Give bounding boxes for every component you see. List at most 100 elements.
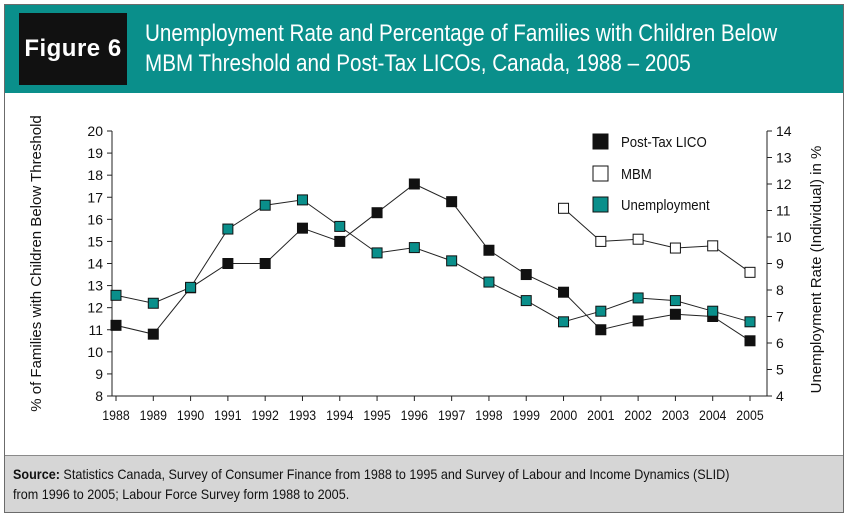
right-tick-label: 13 [776,150,792,166]
source-text: Source: Statistics Canada, Survey of Con… [13,464,729,504]
unemployment-marker [707,305,719,317]
chart-legend: Post-Tax LICO MBM Unemployment [592,133,710,213]
unemployment-marker [296,194,308,206]
post-tax-lico-marker [334,235,346,247]
left-tick-label: 19 [87,145,103,161]
legend-label-unemployment: Unemployment [621,196,710,213]
legend-marker-mbm [592,165,609,182]
x-tick-label: 2002 [624,407,651,423]
mbm-marker [595,235,607,247]
post-tax-lico-marker [371,207,383,219]
unemployment-marker [371,247,383,259]
right-tick-label: 9 [776,256,784,272]
post-tax-lico-marker [558,286,570,298]
x-tick-label: 1988 [102,407,129,423]
post-tax-lico-marker [259,258,271,269]
legend-label-mbm: MBM [621,165,652,182]
x-tick-label: 2005 [736,407,763,423]
unemployment-marker [259,199,271,211]
chart-title: Unemployment Rate and Percentage of Fami… [145,19,778,79]
post-tax-lico-marker [744,335,756,347]
chart-lines [115,183,751,342]
source-citation-2: from 1996 to 2005; Labour Force Survey f… [13,486,350,502]
figure-label: Figure 6 [19,13,127,85]
chart-title-line-1: Unemployment Rate and Percentage of Fami… [145,20,778,47]
x-tick-label: 2003 [662,407,689,423]
unemployment-marker [147,297,159,309]
left-tick-label: 12 [87,300,103,316]
x-tick-label: 1994 [326,407,353,423]
post-tax-lico-marker [669,308,681,320]
x-tick-label: 2001 [587,407,614,423]
x-tick-label: 1999 [513,407,540,423]
left-tick-label: 16 [87,211,103,227]
mbm-marker [558,202,570,214]
x-tick-label: 2000 [550,407,577,423]
chart-area: 8 9 10 11 12 13 14 15 16 17 18 19 20 4 5 6 7 8 9 10 11 12 13 14… [28,115,825,423]
unemployment-marker [110,289,122,301]
source-line-1: Source: Statistics Canada, Survey of Con… [13,464,729,484]
unemployment-marker [558,316,570,328]
unemployment-marker [632,292,644,304]
legend-label-post-tax-lico: Post-Tax LICO [621,133,707,150]
left-tick-label: 10 [87,344,103,360]
left-tick-label: 8 [95,388,103,404]
unemployment-marker [446,255,458,267]
figure-frame: Figure 6 Unemployment Rate and Percentag… [4,4,844,513]
unemployment-marker [520,295,532,307]
x-tick-label: 2004 [699,407,726,423]
post-tax-lico-marker [408,178,420,190]
x-tick-label: 1990 [177,407,204,423]
chart-markers [110,178,756,347]
mbm-marker [744,266,756,278]
post-tax-lico-marker [222,258,234,269]
chart-axes: 8 9 10 11 12 13 14 15 16 17 18 19 20 4 5 6 7 8 9 10 11 12 13 14… [28,115,825,423]
post-tax-lico-line [115,183,751,342]
x-tick-label: 1991 [214,407,241,423]
figure-header: Figure 6 Unemployment Rate and Percentag… [5,5,843,93]
unemployment-marker [744,316,756,328]
right-tick-label: 7 [776,309,784,325]
mbm-marker [669,242,681,254]
x-tick-label: 1992 [251,407,278,423]
right-tick-label: 5 [776,362,784,378]
right-tick-label: 6 [776,335,784,351]
unemployment-marker [185,281,197,293]
right-tick-label: 14 [776,123,792,139]
left-tick-label: 11 [88,322,103,338]
unemployment-marker [669,295,681,307]
post-tax-lico-marker [110,319,122,331]
post-tax-lico-marker [595,324,607,336]
x-tick-label: 1996 [401,407,428,423]
right-tick-label: 4 [776,388,784,404]
post-tax-lico-marker [147,328,159,340]
post-tax-lico-marker [483,244,495,256]
left-tick-label: 9 [95,366,103,382]
post-tax-lico-marker [296,222,308,234]
right-tick-label: 11 [776,203,791,219]
unemployment-line [115,199,751,323]
legend-marker-post-tax-lico [592,133,609,150]
source-box: Source: Statistics Canada, Survey of Con… [5,455,843,512]
right-axis-title: Unemployment Rate (Individual) in % [808,146,825,394]
mbm-marker [632,233,644,245]
post-tax-lico-marker [446,196,458,208]
right-tick-label: 12 [776,176,792,192]
x-tick-label: 1993 [289,407,316,423]
post-tax-lico-marker [632,315,644,327]
left-tick-label: 13 [87,278,103,294]
mbm-marker [707,240,719,252]
right-tick-label: 10 [776,229,792,245]
left-tick-label: 14 [87,256,103,272]
chart-title-line-2: MBM Threshold and Post-Tax LICOs, Canada… [145,50,691,77]
left-tick-label: 17 [87,189,103,205]
source-citation-1: Statistics Canada, Survey of Consumer Fi… [63,466,730,482]
left-axis-title: % of Families with Children Below Thresh… [28,115,45,412]
left-tick-label: 18 [87,167,103,183]
x-tick-label: 1995 [363,407,390,423]
mbm-line [563,207,751,273]
source-label: Source: [13,466,60,482]
right-tick-label: 8 [776,282,784,298]
left-tick-label: 15 [87,233,103,249]
x-tick-label: 1997 [438,407,465,423]
